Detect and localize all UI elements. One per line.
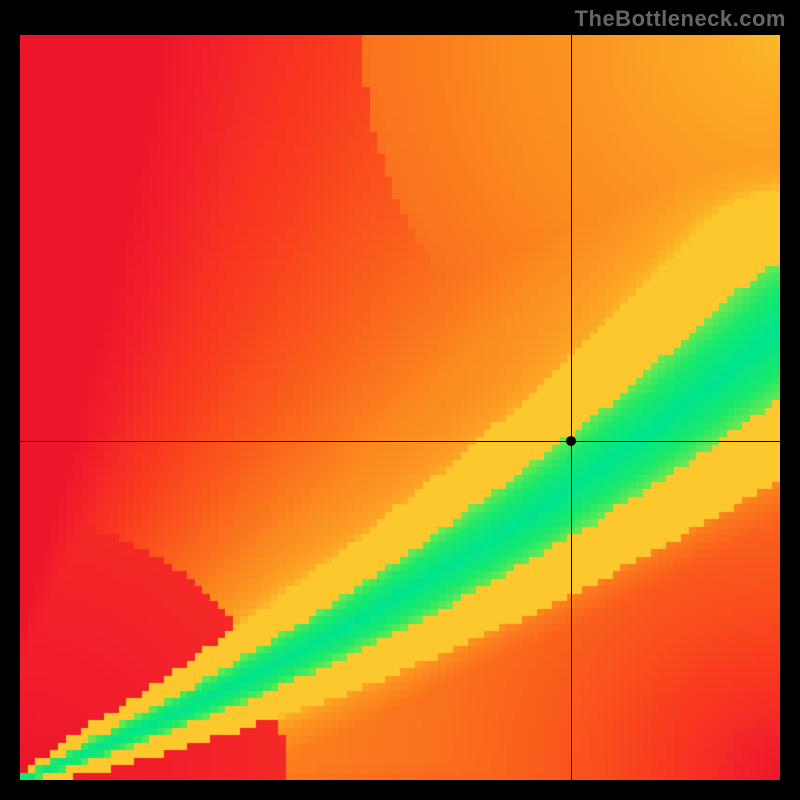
watermark-text: TheBottleneck.com <box>575 6 786 32</box>
plot-area <box>20 35 780 780</box>
crosshair-vertical <box>571 35 572 780</box>
crosshair-marker <box>566 436 576 446</box>
heatmap-canvas <box>20 35 780 780</box>
chart-container: TheBottleneck.com <box>0 0 800 800</box>
crosshair-horizontal <box>20 441 780 442</box>
